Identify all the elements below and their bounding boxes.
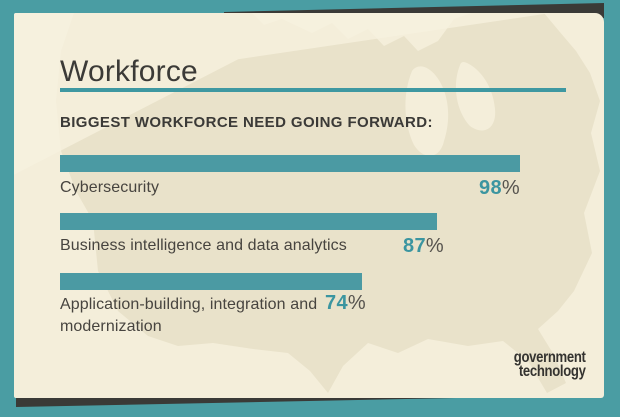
section-heading: BIGGEST WORKFORCE NEED GOING FORWARD: [60,114,433,131]
us-map-silhouette-watermark [56,13,600,393]
percent-sign: % [501,177,520,199]
title-underline [60,88,566,92]
gov-tech-logo: government technology [514,349,586,380]
value-number: 74 [325,292,348,314]
bar-cybersecurity [60,155,520,172]
logo-line-1: government [514,349,586,366]
percent-sign: % [425,235,444,257]
bar-label: Business intelligence and data analytics [60,237,347,254]
value-number: 87 [403,235,426,257]
bar-business-intelligence [60,213,437,230]
percent-sign: % [347,292,366,314]
bar-label: Application-building, integration and mo… [60,296,318,335]
infographic-card: Workforce BIGGEST WORKFORCE NEED GOING F… [14,13,604,398]
card-title: Workforce [60,55,198,88]
bar-label: Cybersecurity [60,179,160,196]
bar-value: 87% [403,235,444,258]
bar-value: 98% [479,177,520,200]
bar-value: 74% [325,292,366,315]
bar-application-building [60,273,362,290]
value-number: 98 [479,177,502,199]
logo-line-2: technology [519,363,586,380]
